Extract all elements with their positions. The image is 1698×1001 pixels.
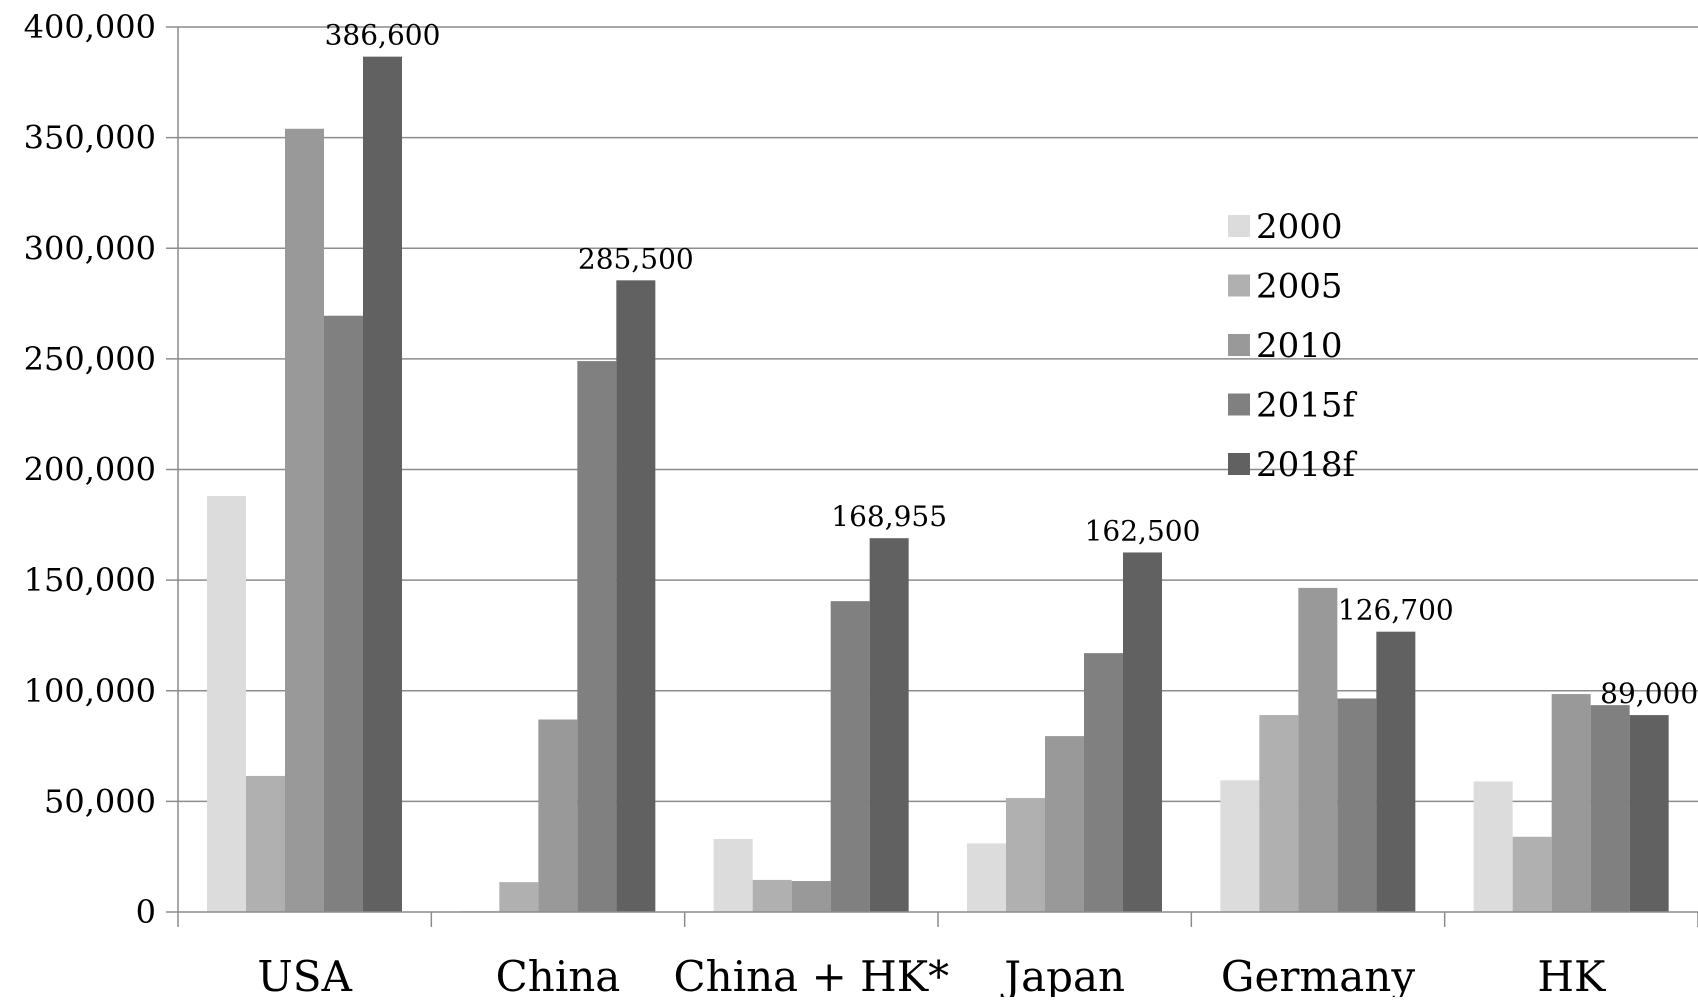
data-label: 162,500 — [1085, 514, 1201, 547]
bar-2010 — [1045, 736, 1084, 912]
legend-swatch — [1228, 274, 1250, 297]
data-label: 168,955 — [831, 500, 947, 533]
bar-2015f — [1337, 698, 1377, 912]
data-labels: 386,600 285,500 168,955 162,500 126,700 89,00… — [325, 19, 1698, 710]
bar-2000 — [713, 838, 753, 912]
axes: 0 50,000 100,000 150,000 200,000 250,000 300,0… — [24, 8, 1698, 1001]
category-label: Germany — [1221, 952, 1415, 997]
y-tick-label: 200,000 — [24, 451, 156, 489]
category-label: China + HK* — [674, 952, 950, 997]
bar-2018f — [1123, 552, 1162, 912]
bar-2005 — [1512, 836, 1552, 912]
category-label: HK — [1537, 952, 1607, 997]
bar-2015f — [1084, 653, 1123, 912]
bar-2000 — [207, 496, 246, 912]
legend-swatch — [1228, 215, 1250, 237]
bar-2010 — [538, 719, 578, 912]
bar-2015f — [324, 315, 363, 912]
bar-2005 — [499, 882, 539, 912]
legend-label: 2018f — [1256, 445, 1358, 485]
legend-swatch — [1228, 334, 1250, 356]
bar-2015f — [1590, 705, 1630, 912]
y-tick-label: 100,000 — [24, 672, 156, 710]
y-tick-label: 250,000 — [24, 340, 156, 378]
category-label: USA — [257, 952, 352, 997]
y-tick-label: 400,000 — [24, 8, 156, 46]
legend-label: 2005 — [1256, 267, 1343, 307]
bar-2005 — [752, 879, 792, 912]
data-label: 89,000 — [1600, 677, 1698, 710]
bar-2010 — [1551, 694, 1591, 912]
bar-2018f — [616, 280, 656, 912]
y-tick-label: 350,000 — [24, 119, 156, 157]
data-label: 285,500 — [578, 242, 694, 275]
legend-swatch — [1228, 393, 1250, 416]
grid-lines — [178, 26, 1698, 803]
legend-label: 2000 — [1256, 207, 1343, 247]
y-tick-label: 50,000 — [44, 782, 156, 820]
bar-2010 — [285, 128, 324, 912]
bar-2018f — [1629, 715, 1669, 912]
bar-2015f — [577, 361, 617, 912]
legend-label: 2010 — [1256, 326, 1343, 366]
y-tick-label: 300,000 — [24, 229, 156, 267]
y-tick-label: 0 — [136, 893, 156, 931]
bar-2018f — [869, 538, 909, 912]
bar-2000 — [1473, 781, 1513, 912]
legend-swatch — [1228, 453, 1250, 475]
bar-2018f — [1376, 631, 1416, 912]
bar-2005 — [1006, 798, 1045, 912]
bar-2000 — [1220, 780, 1260, 912]
legend: 2000 2005 2010 2015f 2018f — [1228, 207, 1358, 485]
bar-2005 — [246, 775, 285, 912]
y-tick-label: 150,000 — [24, 561, 156, 599]
bar-2018f — [363, 56, 402, 912]
bar-2010 — [1298, 587, 1338, 912]
bar-2005 — [1259, 715, 1299, 912]
category-label: China — [496, 952, 621, 997]
legend-label: 2015f — [1256, 386, 1358, 426]
bar-2010 — [791, 881, 831, 912]
bar-2015f — [830, 601, 870, 912]
bar-2000 — [967, 843, 1006, 912]
bars — [207, 56, 1669, 912]
category-label: Japan — [1000, 952, 1125, 997]
data-label: 126,700 — [1338, 594, 1454, 627]
data-label: 386,600 — [325, 19, 441, 52]
